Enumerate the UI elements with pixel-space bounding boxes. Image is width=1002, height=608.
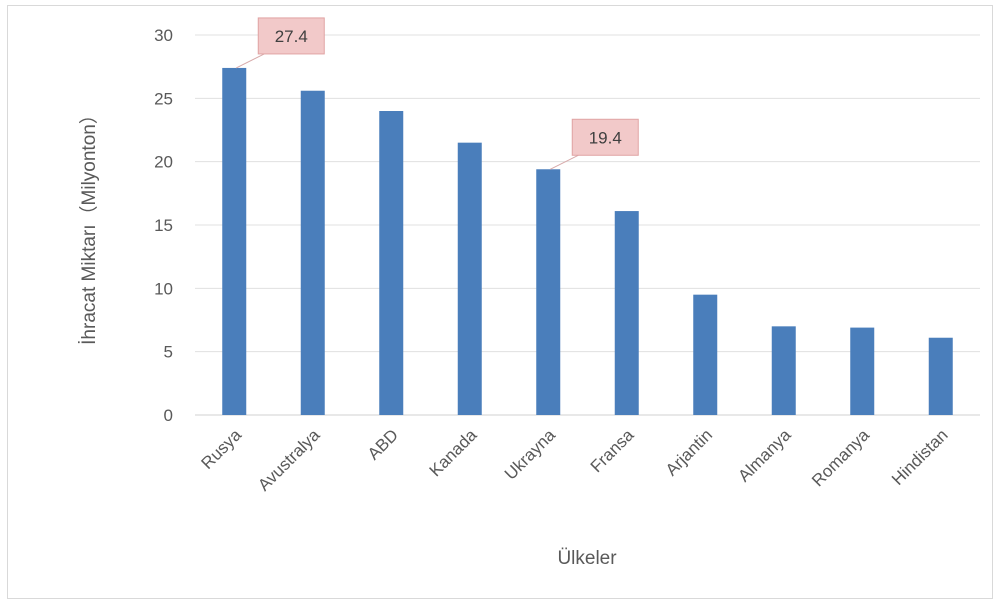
data-label-leader: [236, 53, 265, 69]
data-label-leader: [550, 154, 579, 170]
x-tick-label: Avustralya: [254, 425, 324, 495]
x-tick-label: Almanya: [734, 425, 795, 486]
y-axis-title: İhracat Miktarı（Milyonton）: [78, 105, 100, 345]
bars: [222, 67, 953, 415]
data-label: 27.4: [275, 27, 308, 46]
x-axis-title: Ülkeler: [557, 548, 617, 569]
x-tick-label: Romanya: [808, 425, 873, 490]
data-label: 19.4: [589, 128, 622, 147]
bar-arjantin: [693, 294, 718, 415]
data-labels: 27.4 19.4: [236, 17, 639, 170]
y-tick-label: 0: [164, 406, 173, 425]
bar-ukrayna: [536, 169, 561, 415]
x-tick-label: Ukrayna: [501, 425, 560, 484]
y-tick-label: 30: [154, 26, 173, 45]
y-tick-label: 25: [154, 89, 173, 108]
bar-almanya: [771, 326, 796, 415]
data-label-box: [257, 17, 325, 55]
x-tick-label: Arjantin: [662, 425, 716, 479]
gridlines: [195, 34, 980, 416]
x-axis-ticks: Rusya Avustralya ABD Kanada Ukrayna Fransa Arj…: [198, 425, 952, 495]
bar-fransa: [614, 211, 639, 415]
x-tick-label: Kanada: [426, 425, 481, 480]
data-label-box: [571, 118, 639, 156]
bar-romanya: [850, 327, 875, 415]
x-tick-label: Rusya: [198, 425, 246, 473]
bar-hindistan: [928, 337, 953, 415]
x-tick-label: ABD: [364, 425, 402, 463]
chart-frame: [7, 5, 993, 599]
x-tick-label: Fransa: [587, 425, 638, 476]
y-tick-label: 5: [164, 343, 173, 362]
y-tick-label: 15: [154, 216, 173, 235]
y-tick-label: 20: [154, 153, 173, 172]
bar-avustralya: [300, 90, 325, 415]
x-tick-label: Hindistan: [888, 425, 952, 489]
bar-abd: [379, 111, 404, 415]
bar-kanada: [457, 142, 482, 415]
y-axis-ticks: 0 5 10 15 20 25 30: [154, 26, 173, 425]
bar-rusya: [222, 67, 247, 415]
y-tick-label: 10: [154, 279, 173, 298]
